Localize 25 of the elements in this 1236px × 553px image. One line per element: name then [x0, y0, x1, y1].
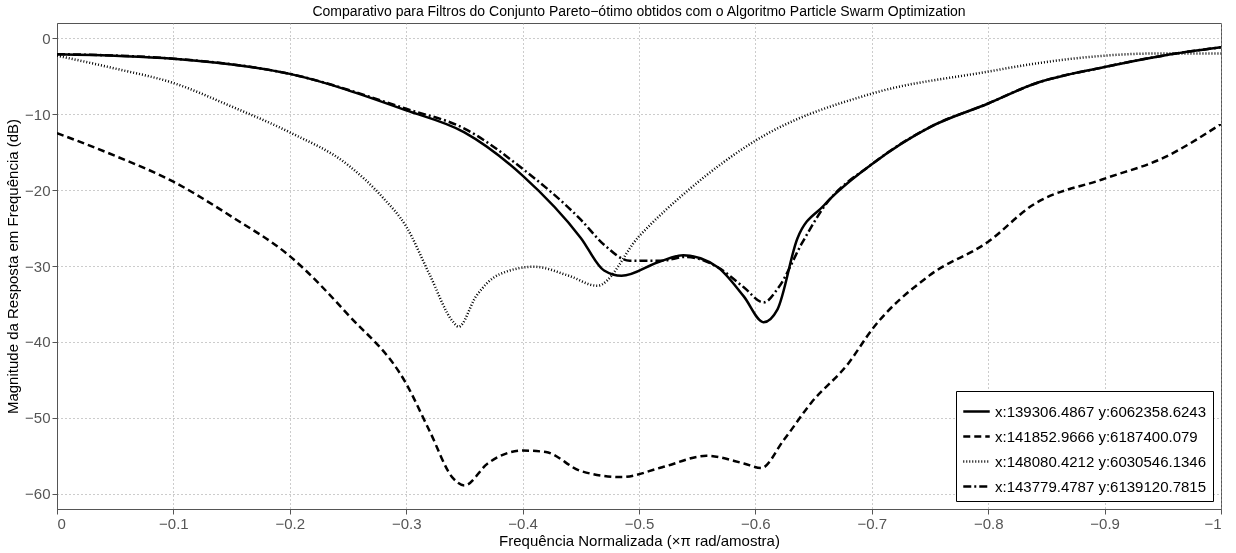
- y-tick-label: 0: [42, 29, 51, 47]
- x-tick-label: −0.2: [275, 514, 306, 532]
- chart-title: Comparativo para Filtros do Conjunto Pareto−ótimo obtidos com o Algoritmo Particle Swarm Optimization: [312, 3, 966, 19]
- x-tick-label: −0.3: [391, 514, 422, 532]
- y-axis-title: Magnitude da Resposta em Frequência (dB): [4, 118, 22, 415]
- y-tick-label: −40: [25, 333, 51, 351]
- x-tick-label: −0.8: [973, 514, 1004, 532]
- legend-label: x:148080.4212 y:6030546.1346: [995, 452, 1207, 470]
- legend-label: x:143779.4787 y:6139120.7815: [995, 477, 1207, 495]
- x-tick-label: −0.1: [159, 514, 189, 532]
- x-tick-label: 0: [57, 514, 66, 532]
- y-tick-label: −30: [25, 257, 51, 275]
- x-tick-label: −0.5: [624, 514, 655, 532]
- x-tick-label: −0.6: [741, 514, 771, 532]
- y-tick-label: −10: [25, 105, 51, 123]
- y-tick-label: −50: [25, 409, 51, 427]
- x-tick-label: −1: [1204, 514, 1222, 532]
- x-axis-title: Frequência Normalizada (×π rad/amostra): [499, 531, 780, 549]
- legend-label: x:141852.9666 y:6187400.079: [995, 427, 1198, 445]
- x-tick-label: −0.4: [508, 514, 538, 532]
- y-tick-label: −20: [25, 181, 51, 199]
- y-tick-label: −60: [25, 485, 51, 503]
- x-tick-label: −0.7: [857, 514, 888, 532]
- x-tick-label: −0.9: [1090, 514, 1120, 532]
- legend-label: x:139306.4867 y:6062358.6243: [995, 402, 1207, 420]
